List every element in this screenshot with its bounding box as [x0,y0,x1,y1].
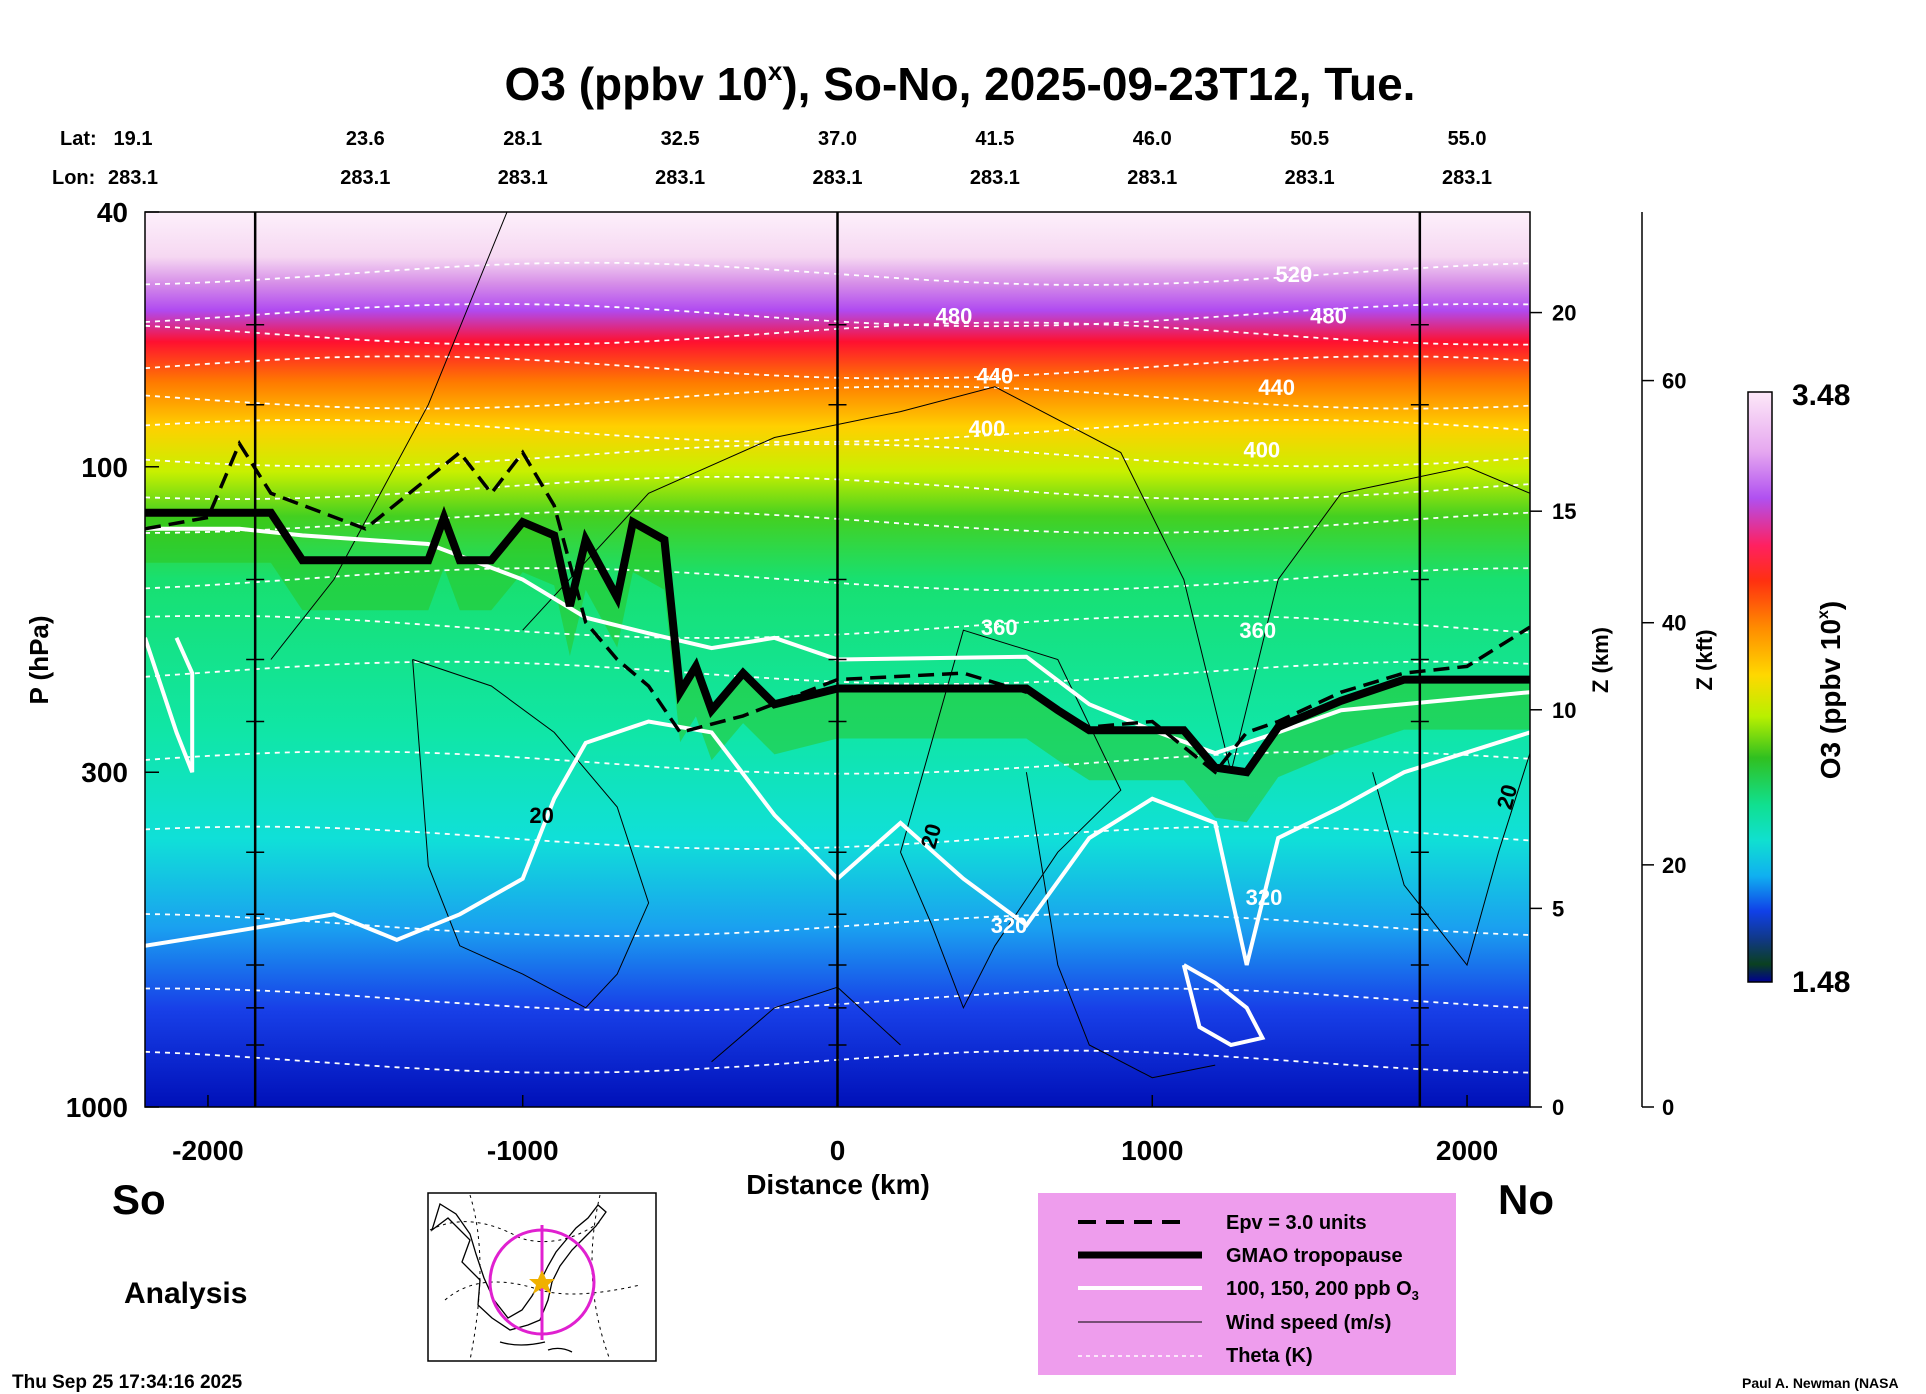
y-axis-label: P (hPa) [24,615,54,704]
lat-value: 23.6 [346,128,385,150]
theta-label: 440 [1258,375,1295,400]
theta-label: 480 [1310,303,1347,328]
lon-value: 283.1 [655,167,705,189]
lon-value: 283.1 [1285,167,1335,189]
wind-contour [900,629,1122,1010]
lat-lon-labels: 19.1 283.1 23.6 283.1 28.1 283.1 32.5 283.1 37.0… [108,128,1492,189]
lat-value: 32.5 [661,128,700,150]
ozone-contour-overlay [145,516,1530,823]
z-km-tick-label: 10 [1552,698,1576,723]
z-kft-tick-label: 20 [1662,853,1686,878]
wind-contour-label: 20 [529,803,553,828]
lon-value: 283.1 [1127,167,1177,189]
lon-value: 283.1 [1442,167,1492,189]
lat-value: 50.5 [1290,128,1329,150]
map-star-icon [529,1270,555,1294]
x-tick-label: 1000 [1121,1135,1183,1166]
gmao-tropopause-line [145,505,1530,777]
theta-label: 520 [1276,262,1313,287]
lat-value: 37.0 [818,128,857,150]
lat-value: 19.1 [114,128,153,150]
colorbar-label: O3 (ppbv 10x) [1815,601,1846,780]
colorbar-min-label: 1.48 [1792,966,1850,999]
ozone-contour [1181,963,1266,1048]
z-kft-axis: 0 20 40 60 [1641,212,1686,1120]
theta-label: 400 [1243,438,1280,463]
z-km-tick-label: 20 [1552,301,1576,326]
lon-value: 283.1 [812,167,862,189]
z-km-axis-label: Z (km) [1588,627,1613,693]
theta-label: 320 [991,913,1028,938]
wind-contour [1372,752,1530,967]
theta-label: 480 [936,303,973,328]
theta-label: 320 [1246,885,1283,910]
wind-contour [270,212,508,660]
x-tick-label: -1000 [487,1135,559,1166]
timestamp: Thu Sep 25 17:34:16 2025 [12,1372,243,1393]
y-axis-pressure: 40 100 300 1000 [66,197,159,1123]
analysis-label: Analysis [124,1277,247,1310]
ozone-contour [145,636,195,773]
x-axis-label: Distance (km) [746,1169,930,1200]
z-km-axis: 0 5 10 15 20 [1530,301,1576,1120]
colorbar-max-label: 3.48 [1792,379,1850,412]
theta-label: 360 [1239,618,1276,643]
epv-3-units-line [145,439,1530,775]
theta-label: 440 [977,363,1014,388]
lon-value: 283.1 [108,167,158,189]
inset-map [427,1192,657,1362]
x-tick-label: -2000 [172,1135,244,1166]
legend-theta: Theta (K) [1226,1345,1313,1367]
x-tick-label: 2000 [1436,1135,1498,1166]
wind-contour [1025,772,1216,1079]
theta-label: 360 [981,615,1018,640]
lon-row-label: Lon: [52,167,95,189]
legend-o3-contours: 100, 150, 200 ppb O3 [1226,1278,1419,1303]
colorbar [1747,391,1773,983]
y-tick-label: 1000 [66,1092,128,1123]
z-km-tick-label: 0 [1552,1095,1564,1120]
legend-wind-speed: Wind speed (m/s) [1226,1312,1391,1334]
north-label: No [1498,1176,1554,1223]
legend-tropopause: GMAO tropopause [1226,1245,1403,1267]
y-tick-label: 40 [97,197,128,228]
legend: Epv = 3.0 units GMAO tropopause 100, 150… [1038,1193,1456,1375]
x-tick-label: 0 [830,1135,846,1166]
credit: Paul A. Newman (NASA [1742,1375,1899,1391]
lon-value: 283.1 [970,167,1020,189]
lat-value: 41.5 [975,128,1014,150]
lat-row-label: Lat: [60,128,97,150]
lon-value: 283.1 [498,167,548,189]
lat-value: 46.0 [1133,128,1172,150]
z-kft-tick-label: 40 [1662,611,1686,636]
chart-title: O3 (ppbv 10x), So-No, 2025-09-23T12, Tue… [505,56,1416,110]
lat-value: 28.1 [503,128,542,150]
theta-label: 400 [969,416,1006,441]
wind-contour [522,386,1232,773]
y-tick-label: 300 [81,757,128,788]
legend-epv: Epv = 3.0 units [1226,1212,1367,1234]
wind-contour [711,986,901,1063]
z-km-tick-label: 5 [1552,896,1564,921]
theta-contour-labels: 520 480 480 440 440 400 400 360 360 320 320 [936,262,1347,938]
x-axis: -2000 -1000 0 1000 2000 [172,1095,1498,1166]
z-kft-tick-label: 60 [1662,369,1686,394]
station-vertical-lines [246,212,1429,1107]
ozone-contour [145,719,1530,966]
z-kft-tick-label: 0 [1662,1095,1674,1120]
y-tick-label: 100 [81,452,128,483]
wind-contour [1230,466,1530,773]
lat-value: 55.0 [1448,128,1487,150]
south-label: So [112,1176,166,1223]
z-kft-axis-label: Z (kft) [1692,629,1717,690]
z-km-tick-label: 15 [1552,499,1576,524]
lon-value: 283.1 [340,167,390,189]
